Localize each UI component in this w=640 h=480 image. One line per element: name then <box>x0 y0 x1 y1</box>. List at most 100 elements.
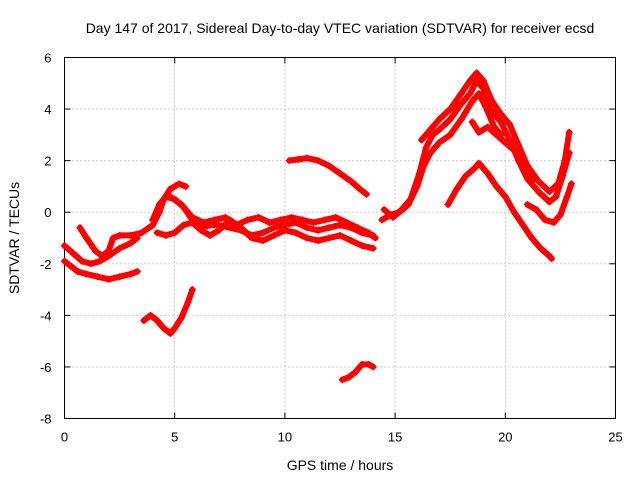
data-point-marker <box>336 170 344 178</box>
data-point-marker <box>288 213 296 221</box>
data-point-marker <box>226 224 234 232</box>
data-point-marker <box>188 213 196 221</box>
data-point-marker <box>457 90 465 98</box>
data-point-marker <box>362 190 370 198</box>
data-point-marker <box>310 219 318 227</box>
data-point-marker <box>105 275 113 283</box>
data-point-marker <box>462 172 470 180</box>
data-point-marker <box>506 121 514 129</box>
data-point-marker <box>552 193 560 201</box>
data-point-marker <box>446 115 454 123</box>
data-point-marker <box>127 231 135 239</box>
data-point-marker <box>182 182 190 190</box>
data-point-marker <box>265 219 273 227</box>
data-point-marker <box>314 157 322 165</box>
data-point-marker <box>528 177 536 185</box>
data-point-marker <box>105 247 113 255</box>
data-point-marker <box>561 157 569 165</box>
data-point-marker <box>515 141 523 149</box>
data-point-marker <box>453 185 461 193</box>
data-point-marker <box>133 268 141 276</box>
data-point-marker <box>303 154 311 162</box>
data-point-marker <box>475 128 483 136</box>
x-tick-label: 25 <box>608 430 622 445</box>
data-point-marker <box>116 273 124 281</box>
y-tick-label: 4 <box>44 102 51 117</box>
data-series-track-m <box>469 119 535 185</box>
data-point-marker <box>254 213 262 221</box>
data-point-marker <box>479 77 487 85</box>
data-point-marker <box>347 177 355 185</box>
data-point-marker <box>548 255 556 263</box>
data-point-marker <box>380 206 388 214</box>
data-point-marker <box>523 200 531 208</box>
data-point-marker <box>166 193 174 201</box>
data-point-marker <box>484 170 492 178</box>
data-point-marker <box>457 100 465 108</box>
data-series-track-n <box>445 160 555 262</box>
data-point-marker <box>285 157 293 165</box>
data-point-marker <box>365 360 373 368</box>
data-point-marker <box>415 170 423 178</box>
x-tick-label: 20 <box>498 430 512 445</box>
y-tick-label: -8 <box>40 412 52 427</box>
data-point-marker <box>473 77 481 85</box>
data-point-marker <box>188 286 196 294</box>
data-point-marker <box>519 162 527 170</box>
data-point-marker <box>184 298 192 306</box>
data-point-marker <box>398 206 406 214</box>
data-point-marker <box>146 311 154 319</box>
data-point-marker <box>492 131 500 139</box>
data-point-marker <box>197 226 205 234</box>
data-point-marker <box>426 149 434 157</box>
data-point-marker <box>206 231 214 239</box>
data-point-marker <box>473 69 481 77</box>
data-point-marker <box>501 193 509 201</box>
data-point-marker <box>369 363 377 371</box>
plot-frame <box>64 57 616 419</box>
data-point-marker <box>303 224 311 232</box>
data-point-marker <box>155 200 163 208</box>
data-point-marker <box>180 221 188 229</box>
data-point-marker <box>138 229 146 237</box>
data-point-marker <box>492 182 500 190</box>
data-point-marker <box>91 247 99 255</box>
data-point-marker <box>497 110 505 118</box>
data-point-marker <box>210 216 218 224</box>
data-point-marker <box>294 155 302 163</box>
data-point-marker <box>556 211 564 219</box>
data-point-marker <box>510 146 518 154</box>
data-point-marker <box>116 244 124 252</box>
data-point-marker <box>426 126 434 134</box>
data-series-track-j <box>378 90 504 223</box>
data-point-marker <box>484 123 492 131</box>
data-point-marker <box>534 177 542 185</box>
data-point-marker <box>162 231 170 239</box>
data-point-marker <box>248 234 256 242</box>
data-point-marker <box>378 216 386 224</box>
data-point-marker <box>109 234 117 242</box>
data-point-marker <box>61 242 68 250</box>
y-tick-label: 6 <box>44 51 51 66</box>
data-point-marker <box>435 139 443 147</box>
data-point-marker <box>338 376 346 384</box>
y-tick-label: 0 <box>44 205 51 220</box>
data-point-marker <box>332 213 340 221</box>
data-point-marker <box>153 317 161 325</box>
data-point-marker <box>87 260 95 268</box>
x-tick-label: 5 <box>171 430 178 445</box>
data-point-marker <box>358 242 366 250</box>
data-point-marker <box>506 136 514 144</box>
data-point-marker <box>497 118 505 126</box>
data-point-marker <box>444 200 452 208</box>
data-point-marker <box>356 185 364 193</box>
data-point-marker <box>166 329 174 337</box>
data-point-marker <box>243 216 251 224</box>
data-point-marker <box>358 360 366 368</box>
data-point-marker <box>563 193 571 201</box>
data-point-marker <box>116 231 124 239</box>
data-point-marker <box>140 317 148 325</box>
data-point-marker <box>369 244 377 252</box>
data-point-marker <box>446 131 454 139</box>
chart-title: Day 147 of 2017, Sidereal Day-to-day VTE… <box>86 20 595 36</box>
